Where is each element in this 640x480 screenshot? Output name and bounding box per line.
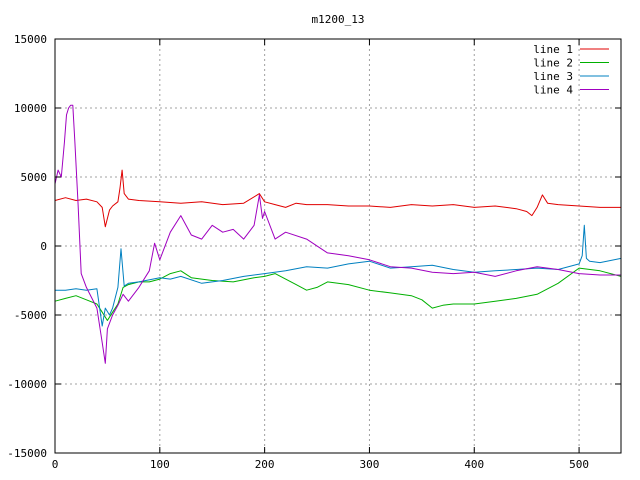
legend-label: line 4	[533, 84, 573, 97]
series-line-3	[55, 224, 622, 327]
x-tick-label: 500	[569, 458, 589, 471]
axes: 0 100 200 300 400 500 -15000 -10000 -5000 0 5000 10…	[7, 33, 622, 471]
x-tick-label: 0	[52, 458, 59, 471]
y-tick-label: -15000	[7, 447, 47, 460]
x-tick-label: 100	[150, 458, 170, 471]
y-tick-label: 15000	[14, 33, 47, 46]
series-line-1	[54, 169, 621, 228]
y-tick-label: 5000	[21, 171, 48, 184]
series-lines	[54, 104, 622, 364]
y-tick-label: 10000	[14, 102, 47, 115]
y-tick-label: -5000	[14, 309, 47, 322]
x-tick-label: 400	[464, 458, 484, 471]
chart-title: m1200_13	[312, 13, 365, 26]
x-tick-label: 200	[255, 458, 275, 471]
legend-label: line 2	[533, 57, 573, 70]
series-line-4	[54, 104, 621, 364]
x-tick-label: 300	[360, 458, 380, 471]
legend-label: line 1	[533, 43, 573, 56]
y-tick-label: -10000	[7, 378, 47, 391]
y-tick-label: 0	[40, 240, 47, 253]
series-line-2	[54, 267, 622, 321]
legend-label: line 3	[533, 70, 573, 83]
gridlines	[55, 39, 621, 453]
